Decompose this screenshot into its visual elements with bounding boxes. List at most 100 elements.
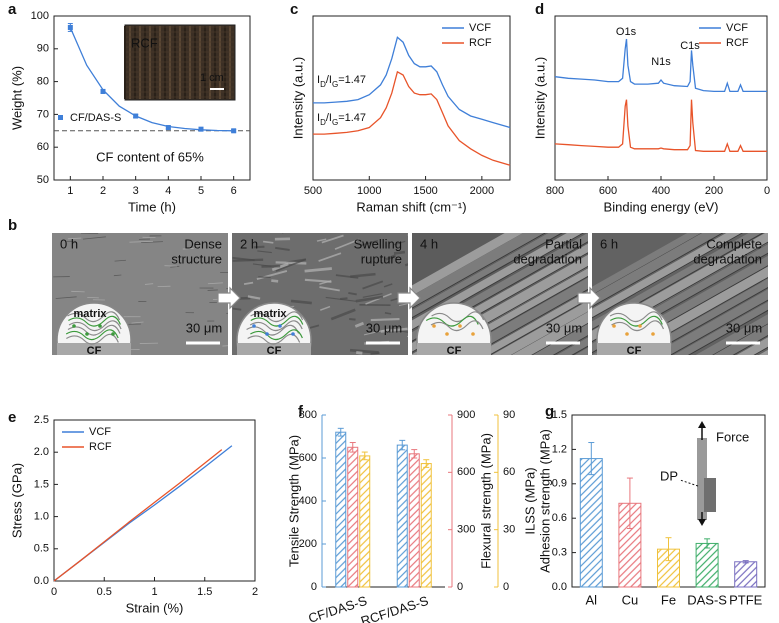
schematic-fiber bbox=[57, 343, 131, 355]
scale-label: 30 μm bbox=[366, 320, 402, 335]
y-tick-label: 100 bbox=[31, 10, 49, 22]
dot bbox=[265, 332, 269, 336]
frame-time: 4 h bbox=[420, 236, 438, 251]
texture bbox=[82, 236, 106, 240]
texture bbox=[398, 303, 408, 307]
chain bbox=[425, 315, 479, 327]
x-tick-label: 500 bbox=[304, 185, 322, 197]
x-tick-label: 400 bbox=[652, 185, 670, 197]
x-tick-label: Fe bbox=[661, 592, 676, 607]
texture bbox=[129, 240, 154, 243]
line bbox=[313, 70, 511, 166]
bar bbox=[396, 444, 408, 588]
schematic-label: CF bbox=[627, 345, 642, 357]
dot bbox=[445, 332, 449, 336]
fiber bbox=[474, 291, 588, 355]
fiber bbox=[450, 277, 588, 355]
texture bbox=[253, 245, 265, 249]
y-axis-label: Intensity (a.u.) bbox=[290, 57, 305, 139]
schematic-fiber bbox=[597, 343, 671, 355]
fiber bbox=[511, 311, 588, 355]
texture bbox=[321, 234, 344, 244]
annotation: Force bbox=[716, 429, 749, 444]
chain bbox=[68, 315, 121, 327]
y-tick-label: 90 bbox=[503, 409, 515, 421]
x-tick-label: 0.5 bbox=[97, 586, 112, 598]
chain bbox=[246, 324, 300, 336]
chain bbox=[65, 329, 119, 341]
x-tick-label: 1.5 bbox=[197, 586, 212, 598]
dot bbox=[278, 324, 282, 328]
dot bbox=[111, 332, 115, 336]
texture bbox=[385, 254, 397, 261]
frame-caption: Complete bbox=[706, 236, 762, 251]
scale-label: 30 μm bbox=[726, 320, 762, 335]
line bbox=[53, 449, 223, 582]
y-tick-label: 300 bbox=[457, 524, 475, 536]
texture bbox=[271, 262, 289, 272]
fiber bbox=[412, 233, 526, 298]
fiber-edge bbox=[732, 334, 768, 355]
frame-caption: Swelling bbox=[354, 236, 402, 251]
schematic-fiber bbox=[417, 343, 491, 355]
fit-curve bbox=[69, 27, 234, 132]
sem-image: matrix CF bbox=[52, 233, 228, 355]
bar bbox=[347, 446, 359, 588]
fiber bbox=[611, 266, 768, 355]
peak-label: C1s bbox=[680, 40, 700, 52]
legend-marker bbox=[58, 115, 63, 120]
texture bbox=[325, 296, 357, 302]
y-tick-label: 0.0 bbox=[34, 575, 49, 587]
chain bbox=[610, 315, 663, 327]
fiber bbox=[434, 268, 588, 355]
chain bbox=[431, 311, 485, 323]
texture bbox=[232, 307, 242, 311]
frame-caption: rupture bbox=[361, 251, 402, 266]
texture bbox=[207, 282, 223, 285]
schematic-label: matrix bbox=[73, 308, 107, 320]
texture bbox=[370, 317, 400, 322]
x-axis-label: Time (h) bbox=[128, 199, 176, 214]
fiber bbox=[592, 233, 725, 308]
texture bbox=[182, 247, 194, 250]
x-tick-label: 5 bbox=[198, 185, 204, 197]
annotation-part: G bbox=[332, 80, 338, 89]
texture bbox=[319, 305, 331, 311]
y-tick-label: 800 bbox=[299, 409, 317, 421]
schematic-fiber bbox=[237, 343, 311, 355]
texture bbox=[316, 238, 327, 242]
chain bbox=[68, 320, 122, 332]
y-axis-label: Adhesion strength (MPa) bbox=[537, 429, 552, 573]
x-tick-label: DAS-S bbox=[687, 592, 727, 607]
texture bbox=[71, 290, 85, 293]
point bbox=[67, 24, 73, 30]
texture bbox=[271, 279, 279, 283]
dot bbox=[471, 332, 475, 336]
annotation-part: /I bbox=[326, 112, 332, 124]
x-tick-label: 2000 bbox=[470, 185, 494, 197]
x-tick-label: 4 bbox=[165, 185, 171, 197]
y-tick-label: 0.5 bbox=[34, 543, 49, 555]
texture bbox=[141, 241, 163, 243]
frame-caption: structure bbox=[171, 251, 222, 266]
x-tick-label: 2 bbox=[100, 185, 106, 197]
texture bbox=[404, 263, 408, 267]
legend-label: CF/DAS-S bbox=[70, 112, 121, 124]
x-axis-label: Binding energy (eV) bbox=[604, 199, 719, 214]
bar bbox=[734, 561, 758, 588]
schematic bbox=[416, 302, 492, 355]
fiber-edge bbox=[412, 233, 547, 309]
annotation: ID/IG=1.47 bbox=[317, 112, 366, 127]
fiber bbox=[491, 300, 588, 355]
frame-caption: degradation bbox=[693, 251, 762, 266]
texture bbox=[275, 261, 307, 265]
texture bbox=[263, 240, 274, 244]
fiber bbox=[736, 337, 768, 355]
texture bbox=[222, 345, 228, 347]
point bbox=[133, 113, 139, 119]
plot-frame bbox=[312, 15, 511, 181]
dot bbox=[612, 324, 616, 328]
y-tick-label: 0 bbox=[503, 581, 509, 593]
step-arrow bbox=[577, 286, 601, 310]
x-tick-label: Cu bbox=[622, 592, 639, 607]
